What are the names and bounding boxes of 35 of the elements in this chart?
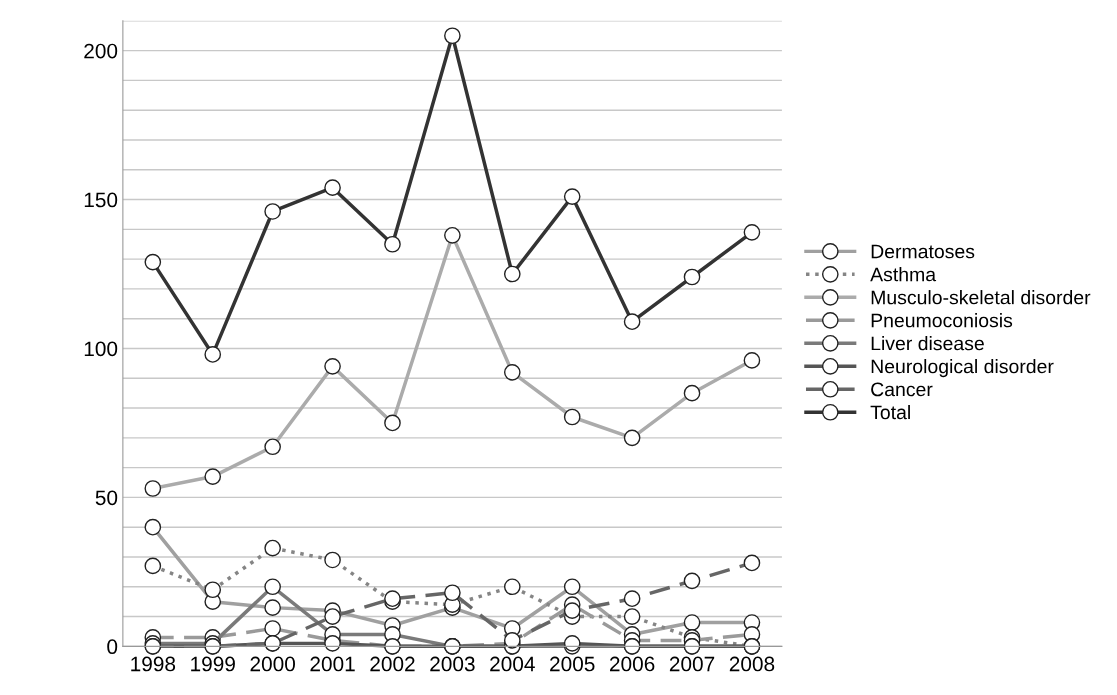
point bbox=[444, 27, 461, 45]
x-tick-label: 2008 bbox=[729, 656, 775, 672]
legend-label: Dermatoses bbox=[871, 244, 975, 259]
point bbox=[384, 235, 401, 253]
x-tick-label: 2001 bbox=[310, 656, 355, 672]
x-tick-label: 2007 bbox=[669, 656, 715, 672]
legend-label: Cancer bbox=[871, 382, 933, 397]
legend-label: Total bbox=[870, 404, 910, 420]
point bbox=[563, 188, 581, 205]
y-tick-label: 100 bbox=[84, 341, 118, 357]
legend-label: Pneumoconiosis bbox=[871, 313, 1013, 328]
point bbox=[503, 265, 521, 283]
point bbox=[623, 313, 641, 331]
y-tick-label: 200 bbox=[84, 43, 118, 59]
x-tick-label: 1998 bbox=[131, 656, 176, 672]
x-tick-label: 2004 bbox=[490, 656, 535, 672]
point bbox=[324, 179, 341, 196]
x-tick-label: 2006 bbox=[610, 656, 655, 672]
point bbox=[683, 268, 701, 286]
point bbox=[743, 223, 761, 241]
legend-label: Liver disease bbox=[871, 336, 984, 351]
legend-label: Neurological disorder bbox=[871, 359, 1054, 378]
point bbox=[264, 203, 281, 220]
y-tick-label: 50 bbox=[95, 490, 118, 506]
x-tick-label: 2000 bbox=[250, 656, 296, 672]
x-tick-label: 2005 bbox=[550, 656, 595, 672]
y-tick-label: 0 bbox=[107, 639, 118, 655]
point bbox=[144, 253, 162, 271]
point bbox=[204, 346, 222, 363]
x-tick-label: 2003 bbox=[430, 656, 475, 672]
y-tick-label: 150 bbox=[84, 192, 118, 208]
x-tick-label: 1999 bbox=[191, 656, 235, 672]
legend-label: Asthma bbox=[870, 267, 937, 282]
x-tick-label: 2002 bbox=[370, 656, 415, 672]
legend-label: Musculo-skeletal disorder bbox=[871, 290, 1091, 305]
